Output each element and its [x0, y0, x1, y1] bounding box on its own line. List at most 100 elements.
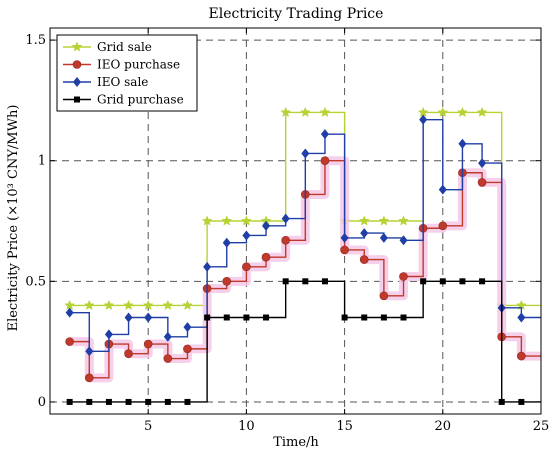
ieo-purchase-point: [163, 354, 173, 363]
ieo-sale-point: [73, 77, 81, 87]
x-tick-label: 20: [435, 419, 452, 434]
ieo-purchase-point: [379, 291, 389, 301]
grid-sale-point: [71, 41, 83, 52]
grid-sale-point: [476, 106, 488, 118]
grid-purchase-point: [86, 398, 93, 405]
grid-purchase-point: [341, 314, 348, 321]
ieo-sale-point: [262, 220, 271, 231]
legend-item-grid-sale: Grid sale: [63, 40, 152, 54]
ieo-sale-series: [65, 114, 541, 357]
grid-purchase-point: [74, 96, 80, 103]
grid-sale-point: [358, 215, 370, 226]
ieo-purchase-point: [143, 339, 153, 349]
grid-purchase-point: [243, 314, 250, 321]
grid-purchase-point: [518, 398, 525, 405]
ieo-sale-point: [222, 237, 231, 248]
grid-sale-point: [299, 106, 311, 118]
grid-sale-point: [417, 106, 429, 118]
ieo-purchase-point: [124, 349, 133, 358]
grid-sale-point: [64, 299, 76, 311]
ieo-purchase-point: [222, 277, 232, 286]
grid-sale-point: [201, 215, 213, 226]
grid-sale-point: [103, 299, 115, 311]
plot-frame: [49, 27, 542, 415]
ieo-sale-point: [144, 312, 153, 323]
grid-purchase-point: [302, 278, 309, 285]
grid-purchase-point: [66, 398, 73, 405]
ieo-sale-point: [301, 148, 310, 159]
ieo-purchase-series: [65, 156, 541, 383]
x-tick-label: 25: [533, 419, 550, 434]
legend: Grid sale IEO purchase IEO sale Grid purcha…: [56, 34, 198, 112]
grid-sale-point: [123, 299, 134, 311]
ieo-purchase-point: [242, 262, 251, 272]
y-axis-label: Electricity Price (×10³ CNY/MWh): [6, 105, 21, 332]
chart-title: Electricity Trading Price: [209, 6, 384, 22]
ieo-sale-point: [419, 114, 428, 125]
ieo-sale-point: [320, 129, 329, 140]
grid-sale-point: [378, 215, 390, 226]
legend-item-ieo-sale: IEO sale: [63, 75, 148, 89]
ieo-purchase-point: [340, 245, 349, 255]
ieo-purchase-point: [399, 272, 408, 281]
grid-purchase-point: [400, 314, 407, 321]
legend-label: IEO sale: [97, 75, 148, 89]
ieo-purchase-point: [517, 351, 526, 361]
ieo-purchase-point: [320, 156, 330, 165]
ieo-sale-point: [183, 322, 192, 333]
grid-purchase-point: [145, 398, 152, 405]
grid-purchase-point: [223, 314, 230, 321]
ieo-purchase-point: [65, 337, 74, 346]
legend-item-grid-purchase: Grid purchase: [63, 93, 184, 107]
ieo-purchase-point: [261, 252, 271, 262]
grid-purchase-point: [420, 278, 427, 285]
ieo-purchase-point: [438, 221, 448, 231]
legend-label: Grid sale: [97, 40, 152, 54]
grid-sale-point: [437, 106, 449, 118]
axis-ticks: 5 10 15 20 25 0 0.5 1 1.5: [25, 28, 549, 434]
grid-purchase-point: [459, 278, 466, 285]
y-tick-label: 0: [38, 395, 46, 410]
ieo-purchase-point: [72, 60, 82, 69]
grid-purchase-point: [125, 398, 132, 405]
ieo-sale-point: [478, 158, 487, 169]
grid-purchase-point: [282, 278, 289, 285]
y-tick-label: 0.5: [25, 274, 46, 289]
grid-purchase-point: [321, 278, 328, 285]
series-layer: [64, 106, 541, 405]
grid-sale-point: [241, 215, 252, 226]
grid-sale-point: [280, 106, 292, 118]
grid-purchase-series: [66, 278, 541, 405]
y-tick-label: 1: [38, 154, 46, 169]
grid-sale-point: [142, 299, 154, 311]
x-tick-label: 15: [336, 419, 353, 434]
ieo-sale-point: [163, 331, 172, 342]
ieo-sale-point: [203, 261, 212, 272]
ieo-sale-point: [399, 235, 408, 246]
x-tick-label: 5: [144, 419, 152, 434]
grid-sale-point: [398, 215, 409, 226]
x-tick-label: 10: [238, 419, 255, 434]
ieo-purchase-point: [84, 373, 94, 383]
grid-purchase-point: [164, 398, 171, 405]
ieo-sale-point: [124, 312, 133, 323]
legend-label: IEO purchase: [97, 58, 180, 72]
grid-purchase-point: [439, 278, 446, 285]
ieo-sale-point: [438, 184, 447, 195]
ieo-sale-point: [281, 213, 290, 224]
ieo-sale-point: [517, 312, 526, 323]
ieo-sale-point: [104, 329, 113, 340]
grid-purchase-point: [204, 314, 211, 321]
y-tick-label: 1.5: [25, 33, 46, 48]
grid-sale-point: [162, 299, 174, 311]
x-axis-label: Time/h: [273, 435, 319, 450]
ieo-purchase-point: [281, 236, 290, 245]
ieo-sale-point: [458, 138, 467, 149]
grid-purchase-point: [184, 398, 191, 405]
grid-purchase-point: [479, 278, 486, 285]
ieo-sale-point: [65, 307, 74, 318]
grid-sale-point: [182, 299, 193, 311]
grid-purchase-point: [263, 314, 270, 321]
ieo-purchase-point: [359, 255, 369, 264]
